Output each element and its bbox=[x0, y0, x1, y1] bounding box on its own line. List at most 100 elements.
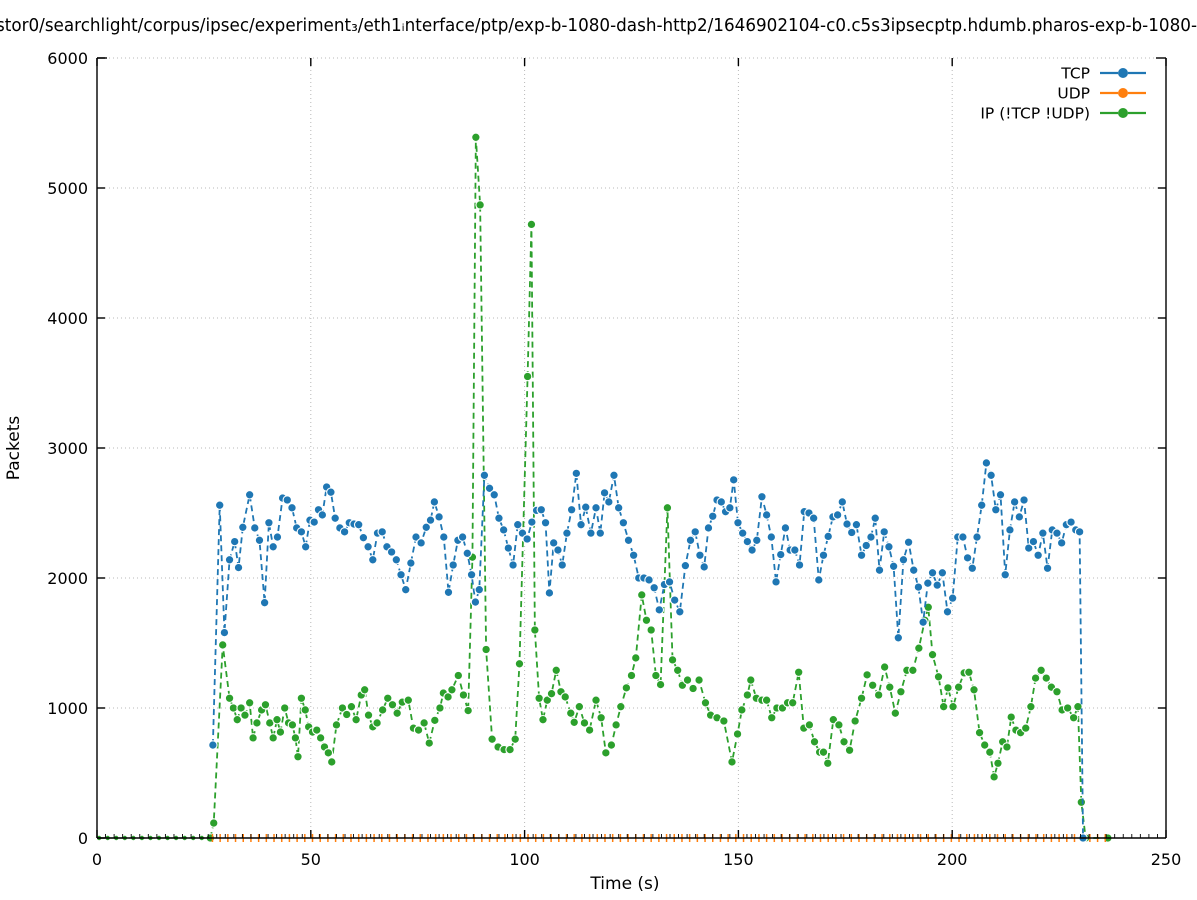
tcp-point bbox=[254, 535, 265, 546]
tcp-point bbox=[685, 535, 696, 546]
ip-other-point bbox=[351, 714, 361, 725]
ip-other-point bbox=[651, 670, 661, 681]
ip-other-point bbox=[453, 670, 464, 681]
tick-labels: 0 50 100 150 200 250 0 1000 2000 3000 4000 5000 6000 bbox=[47, 49, 1181, 869]
tcp-point bbox=[609, 470, 619, 481]
tcp-point bbox=[462, 548, 473, 559]
ip-other-point bbox=[538, 714, 548, 725]
ip-other-point bbox=[844, 745, 855, 755]
ip-other-point bbox=[300, 705, 310, 715]
tcp-point bbox=[742, 536, 753, 547]
tcp-point bbox=[214, 500, 225, 510]
tcp-point bbox=[287, 503, 297, 513]
tcp-point bbox=[368, 555, 378, 565]
ip-other-point bbox=[1030, 673, 1041, 683]
tcp-point bbox=[576, 519, 586, 530]
tcp-point bbox=[1023, 543, 1034, 553]
ip-other-point bbox=[964, 667, 974, 677]
ip-other-point bbox=[443, 692, 453, 702]
tcp-point bbox=[1074, 527, 1085, 537]
ip-other-point bbox=[419, 718, 429, 728]
tcp-point bbox=[986, 470, 996, 481]
legend: TCP UDP IP (!TCP !UDP) bbox=[980, 65, 1146, 123]
tcp-point bbox=[386, 547, 397, 557]
tcp-point bbox=[522, 534, 532, 544]
ip-other-point bbox=[933, 672, 944, 682]
tcp-point bbox=[416, 538, 426, 548]
tcp-point bbox=[309, 517, 319, 527]
tcp-point bbox=[400, 584, 411, 595]
ip-other-point bbox=[1052, 686, 1062, 697]
tcp-point bbox=[725, 503, 735, 513]
tcp-point bbox=[264, 517, 274, 528]
tcp-point bbox=[396, 569, 406, 580]
ip-other-point bbox=[542, 695, 553, 705]
tcp-point bbox=[893, 633, 904, 643]
tcp-point bbox=[282, 495, 293, 505]
tcp-point bbox=[752, 535, 762, 546]
tcp-point bbox=[1014, 512, 1025, 522]
y-tick-label: 1000 bbox=[47, 699, 88, 718]
ip-other-point bbox=[290, 733, 301, 743]
ip-other-point bbox=[655, 679, 666, 690]
tcp-point bbox=[654, 605, 665, 615]
tcp-point bbox=[1042, 563, 1053, 573]
legend-marker-sample bbox=[1118, 108, 1128, 118]
tcp-point bbox=[775, 549, 786, 560]
ip-other-point bbox=[631, 653, 641, 663]
tcp-point bbox=[326, 487, 336, 497]
tcp-point bbox=[728, 475, 739, 485]
ip-other-point bbox=[742, 690, 753, 700]
ip-other-point bbox=[569, 717, 579, 728]
ip-other-point bbox=[323, 748, 334, 758]
tcp-point bbox=[1019, 495, 1029, 505]
ip-other-point bbox=[626, 670, 637, 681]
ip-other-point bbox=[637, 590, 647, 600]
ip-other-point bbox=[447, 685, 457, 695]
ip-other-point bbox=[761, 695, 772, 705]
ip-other-point bbox=[463, 705, 473, 716]
ip-other-point bbox=[700, 698, 711, 708]
ip-other-point bbox=[993, 758, 1003, 768]
ip-other-point bbox=[694, 675, 704, 685]
tcp-point bbox=[1038, 528, 1048, 538]
ip-other-point bbox=[260, 699, 271, 710]
tcp-point bbox=[942, 607, 953, 617]
tcp-point bbox=[737, 528, 748, 538]
tcp-point bbox=[842, 519, 852, 529]
tcp-point bbox=[981, 458, 992, 468]
ip-other-point bbox=[458, 690, 469, 700]
tcp-point bbox=[595, 528, 606, 538]
ip-other-point bbox=[240, 710, 250, 720]
ip-other-point bbox=[727, 757, 737, 767]
tcp-point bbox=[470, 597, 481, 607]
x-tick-label: 200 bbox=[937, 850, 968, 869]
tcp-point bbox=[259, 597, 270, 608]
tcp-point bbox=[947, 593, 958, 603]
tcp-point bbox=[429, 497, 440, 507]
tcp-point bbox=[553, 545, 563, 555]
tcp-point bbox=[406, 558, 416, 568]
ip-other-point bbox=[1068, 712, 1079, 723]
tcp-point bbox=[1009, 497, 1020, 507]
ip-other-point bbox=[224, 693, 235, 703]
tcp-point bbox=[976, 500, 987, 510]
tcp-point bbox=[1056, 538, 1067, 548]
ip-other-point bbox=[885, 682, 895, 692]
ip-other-point bbox=[662, 503, 673, 513]
tcp-point bbox=[879, 527, 889, 537]
ip-other-point bbox=[413, 725, 424, 735]
tcp-point bbox=[664, 577, 675, 587]
tcp-point bbox=[903, 537, 914, 547]
ip-other-point bbox=[953, 682, 964, 692]
ip-other-point bbox=[923, 602, 934, 612]
tcp-point bbox=[1052, 528, 1062, 538]
tcp-point bbox=[508, 560, 518, 570]
tcp-point bbox=[566, 504, 577, 515]
ip-other-point bbox=[471, 132, 481, 143]
tcp-point bbox=[484, 483, 495, 494]
tcp-point bbox=[967, 563, 978, 573]
ip-other-point bbox=[424, 738, 434, 748]
tcp-point bbox=[695, 550, 705, 560]
